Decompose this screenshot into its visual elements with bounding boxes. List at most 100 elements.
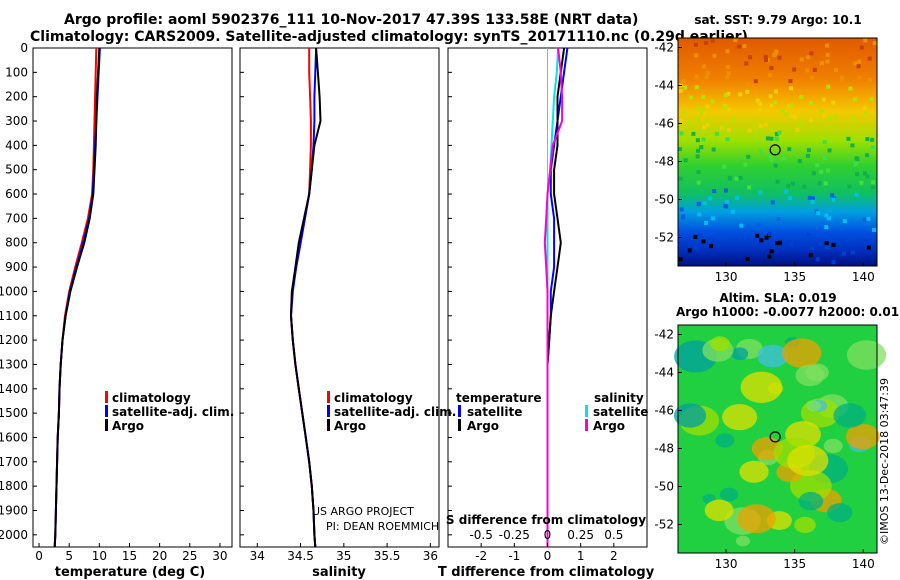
x-tick-label: 30 [212, 549, 227, 563]
sst-pixel [795, 127, 800, 132]
lat-tick-label: -44 [654, 366, 674, 380]
x-tick-label: 10 [92, 549, 107, 563]
sst-pixel [702, 125, 707, 130]
sst-pixel [789, 86, 794, 91]
sst-pixel [678, 257, 683, 262]
sla-blob [798, 491, 824, 511]
sst-pixel [758, 190, 763, 195]
sst-pixel [775, 179, 780, 184]
sst-pixel [826, 216, 831, 221]
sst-pixel [722, 164, 727, 169]
sst-pixel [802, 184, 807, 189]
sst-pixel [769, 136, 774, 141]
sst-pixel [701, 239, 706, 244]
sst-pixel [755, 226, 760, 231]
t-difference-xlabel: T difference from climatology [438, 565, 655, 580]
sst-pixel [703, 110, 708, 115]
sst-pixel [694, 74, 699, 79]
sla-blob [833, 403, 867, 428]
lat-tick-label: -50 [654, 193, 674, 207]
series-line-argo [53, 47, 101, 548]
legend-title-salinity: salinity [594, 391, 644, 405]
sst-pixel [746, 81, 751, 86]
sst-pixel [780, 108, 785, 113]
sst-pixel [774, 49, 779, 54]
sst-pixel [737, 44, 742, 49]
sst-pixel [788, 79, 793, 84]
lat-tick-label: -48 [654, 442, 674, 456]
sst-pixel [678, 147, 683, 152]
sst-pixel [870, 145, 875, 150]
sst-pixel [865, 137, 870, 142]
sla-map-subtitle: Argo h1000: -0.0077 h2000: 0.012 [676, 305, 900, 319]
sst-pixel [784, 112, 789, 117]
sst-pixel [851, 115, 856, 120]
depth-tick-label: 1000 [0, 284, 28, 298]
sst-pixel [693, 245, 698, 250]
sst-pixel [708, 196, 713, 201]
sst-pixel [774, 137, 779, 142]
sst-pixel [865, 174, 870, 179]
lon-tick-label: 140 [852, 270, 875, 284]
lat-tick-label: -52 [654, 518, 674, 532]
sst-pixel [711, 216, 716, 221]
sst-pixel [699, 111, 704, 116]
sst-pixel [694, 53, 699, 58]
series-line-s-argo [543, 47, 564, 547]
sst-pixel [695, 138, 700, 143]
depth-tick-label: 200 [5, 90, 28, 104]
sst-pixel [679, 207, 684, 212]
sst-pixel [824, 225, 829, 230]
sst-pixel [810, 199, 815, 204]
depth-tick-label: 1600 [0, 430, 28, 444]
sla-blob [794, 516, 816, 534]
x-tick-label: 34.5 [287, 549, 314, 563]
sla-blob [704, 499, 734, 522]
sst-pixel [846, 136, 851, 141]
lat-tick-label: -46 [654, 404, 674, 418]
sst-pixel [694, 85, 699, 90]
sst-pixel [864, 110, 869, 115]
depth-tick-label: 700 [5, 211, 28, 225]
sst-pixel [704, 74, 709, 79]
sla-blob [731, 347, 749, 361]
depth-tick-label: 800 [5, 236, 28, 250]
sst-pixel [683, 85, 688, 90]
sst-pixel [839, 75, 844, 80]
legend-swatch-s-satellite [585, 405, 588, 417]
sst-pixel [809, 118, 814, 123]
sst-pixel [689, 95, 694, 100]
sst-pixel [839, 226, 844, 231]
sst-pixel [680, 215, 685, 220]
sst-pixel [831, 260, 836, 265]
sst-pixel [697, 201, 702, 206]
sst-pixel [826, 84, 831, 89]
salinity-curves [289, 47, 322, 548]
sst-pixel [775, 241, 780, 246]
sla-blob [719, 487, 739, 502]
x-tick-label: -2 [475, 549, 487, 563]
sst-pixel [746, 154, 751, 159]
sst-pixel [871, 180, 876, 185]
sst-pixel [816, 210, 821, 215]
depth-tick-label: 1300 [0, 357, 28, 371]
sst-pixel [767, 153, 772, 158]
sst-pixel [817, 181, 822, 186]
lon-tick-label: 135 [783, 557, 806, 571]
sst-pixel [696, 170, 701, 175]
sst-pixel [839, 77, 844, 82]
lat-tick-label: -52 [654, 231, 674, 245]
sst-pixel [705, 122, 710, 127]
depth-tick-label: 2000 [0, 528, 28, 542]
sst-pixel [809, 51, 814, 56]
sst-pixel [810, 196, 815, 201]
sst-argo-location-marker [769, 144, 781, 156]
sst-pixel [831, 197, 836, 202]
legend-swatch-argo [327, 419, 330, 431]
sst-pixel [747, 128, 752, 133]
sst-pixel [773, 100, 778, 105]
sst-pixel [747, 185, 752, 190]
sst-pixel [733, 38, 738, 43]
legend-label-argo: Argo [334, 419, 366, 433]
sst-pixel [799, 57, 804, 62]
